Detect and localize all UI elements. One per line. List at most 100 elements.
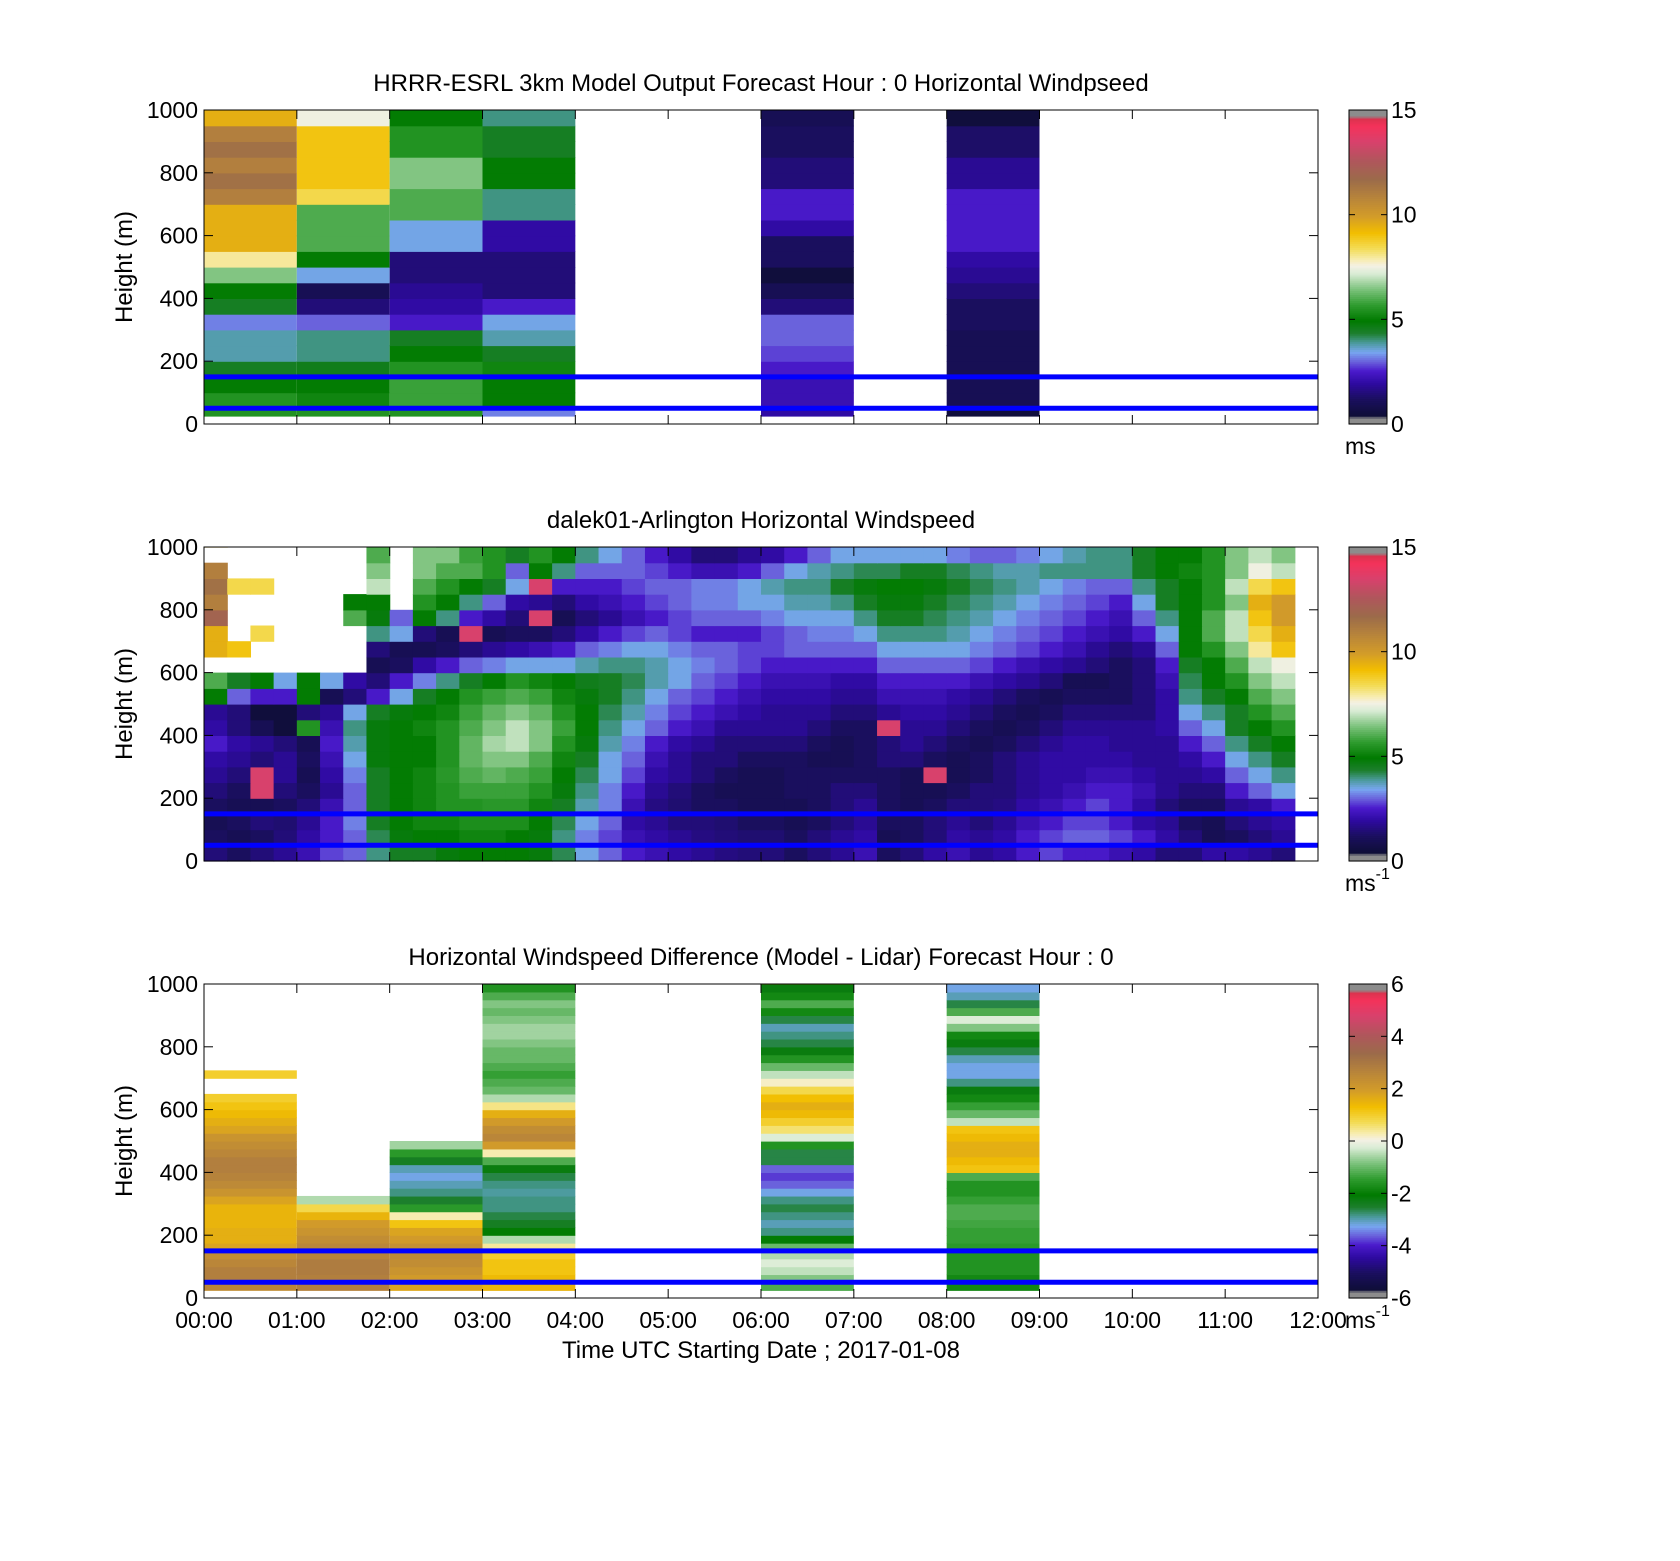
heatmap-cell	[807, 562, 832, 579]
colorbar-swatch	[1349, 1246, 1387, 1250]
heatmap-cell	[1225, 751, 1249, 768]
heatmap-cell	[923, 766, 948, 784]
heatmap-cell	[389, 172, 483, 190]
heatmap-cell	[877, 562, 901, 579]
heatmap-cell	[761, 578, 785, 595]
heatmap-cell	[320, 813, 344, 831]
heatmap-cell	[296, 314, 390, 331]
heatmap-cell	[969, 798, 994, 815]
heatmap-cell	[1225, 547, 1249, 564]
heatmap-cell	[946, 766, 971, 784]
heatmap-cell	[412, 547, 437, 564]
heatmap-cell	[389, 157, 483, 174]
heatmap-cell	[946, 329, 1040, 347]
heatmap-cell	[320, 766, 344, 784]
colorbar-tick-label: 10	[1391, 639, 1417, 665]
heatmap-cell	[296, 1258, 390, 1268]
heatmap-cell	[761, 562, 785, 579]
heatmap-cell	[1062, 609, 1087, 627]
heatmap-cell	[946, 251, 1040, 268]
colorbar-swatch	[1349, 666, 1387, 670]
colorbar-swatch	[1349, 243, 1387, 247]
colorbar-swatch	[1349, 753, 1387, 756]
heatmap-cell	[714, 562, 739, 579]
heatmap-cell	[621, 735, 646, 752]
heatmap-cell	[761, 719, 785, 736]
heatmap-cell	[482, 688, 507, 705]
heatmap-cell	[1062, 782, 1087, 799]
heatmap-cell	[784, 688, 809, 705]
heatmap-cell	[644, 766, 669, 784]
heatmap-cell	[1085, 782, 1110, 799]
colorbar-swatch	[1349, 603, 1387, 607]
heatmap-cell	[575, 547, 600, 564]
colorbar-swatch	[1349, 1260, 1387, 1264]
heatmap-cell	[320, 845, 344, 862]
colorbar-swatch	[1349, 782, 1387, 786]
colorbar-swatch	[1349, 127, 1387, 131]
heatmap-cell	[1271, 609, 1296, 627]
heatmap-cell	[807, 688, 832, 705]
heatmap-cell	[389, 656, 414, 674]
heatmap-cell	[296, 735, 321, 752]
colorbar-swatch	[1349, 239, 1387, 243]
heatmap-cell	[923, 704, 948, 721]
colorbar-swatch	[1349, 1193, 1387, 1197]
heatmap-cell	[830, 813, 855, 831]
colorbar-swatch	[1349, 123, 1387, 127]
heatmap-cell	[691, 845, 716, 862]
colorbar-swatch	[1349, 1160, 1387, 1164]
colorbar-swatch	[1349, 1199, 1387, 1203]
heatmap-cell	[1132, 798, 1157, 815]
heatmap-cell	[459, 782, 484, 799]
heatmap-cell	[459, 735, 484, 752]
colorbar-swatch	[1349, 713, 1387, 717]
colorbar-swatch	[1349, 993, 1387, 997]
colorbar-swatch	[1349, 316, 1387, 319]
heatmap-cell	[900, 782, 925, 799]
colorbar-swatch	[1349, 717, 1387, 721]
y-tick-label: 1000	[147, 971, 198, 997]
heatmap-cell	[761, 1054, 854, 1064]
colorbar-swatch	[1349, 623, 1387, 627]
colorbar-swatch	[1349, 568, 1387, 572]
heatmap-cell	[598, 594, 623, 611]
heatmap-cell	[389, 641, 414, 658]
colorbar-swatch	[1349, 698, 1387, 701]
heatmap-cell	[204, 1203, 297, 1213]
colorbar-swatch	[1349, 296, 1387, 299]
heatmap-cell	[389, 829, 414, 846]
colorbar-swatch	[1349, 290, 1387, 294]
colorbar-swatch	[1349, 756, 1387, 760]
heatmap-cell	[204, 1274, 297, 1283]
colorbar-swatch	[1349, 380, 1387, 384]
heatmap-cell	[946, 609, 971, 627]
colorbar-swatch	[1349, 251, 1387, 254]
heatmap-cell	[853, 813, 878, 831]
heatmap-cell	[853, 704, 878, 721]
colorbar-swatch	[1349, 572, 1387, 576]
colorbar-swatch	[1349, 817, 1387, 821]
colorbar-swatch	[1349, 686, 1387, 689]
heatmap-cell	[459, 719, 484, 736]
heatmap-cell	[1132, 829, 1157, 846]
heatmap-cell	[993, 813, 1017, 831]
heatmap-cell	[900, 562, 925, 579]
heatmap-cell	[853, 656, 878, 674]
heatmap-cell	[459, 656, 484, 674]
colorbar-swatch	[1349, 319, 1387, 323]
heatmap-cell	[389, 751, 414, 768]
colorbar-swatch	[1349, 135, 1387, 139]
heatmap-cell	[668, 735, 692, 752]
y-tick-label: 200	[160, 1222, 198, 1248]
heatmap-cell	[946, 1266, 1040, 1276]
colorbar-swatch	[1349, 137, 1387, 141]
heatmap-cell	[204, 829, 228, 846]
heatmap-cell	[1155, 609, 1180, 627]
heatmap-cell	[528, 656, 553, 674]
heatmap-cell	[644, 813, 669, 831]
heatmap-cell	[900, 656, 925, 674]
heatmap-cell	[621, 813, 646, 831]
heatmap-cell	[993, 625, 1017, 642]
